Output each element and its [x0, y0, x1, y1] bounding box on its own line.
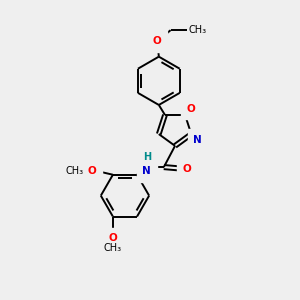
Text: O: O [182, 164, 191, 173]
Text: O: O [186, 103, 195, 113]
Text: O: O [153, 36, 162, 46]
Text: N: N [142, 167, 151, 176]
Text: CH₃: CH₃ [104, 243, 122, 253]
Text: N: N [193, 135, 202, 145]
Text: O: O [87, 166, 96, 176]
Text: O: O [109, 233, 117, 243]
Text: CH₃: CH₃ [188, 25, 206, 35]
Text: CH₃: CH₃ [65, 166, 83, 176]
Text: H: H [143, 152, 151, 162]
